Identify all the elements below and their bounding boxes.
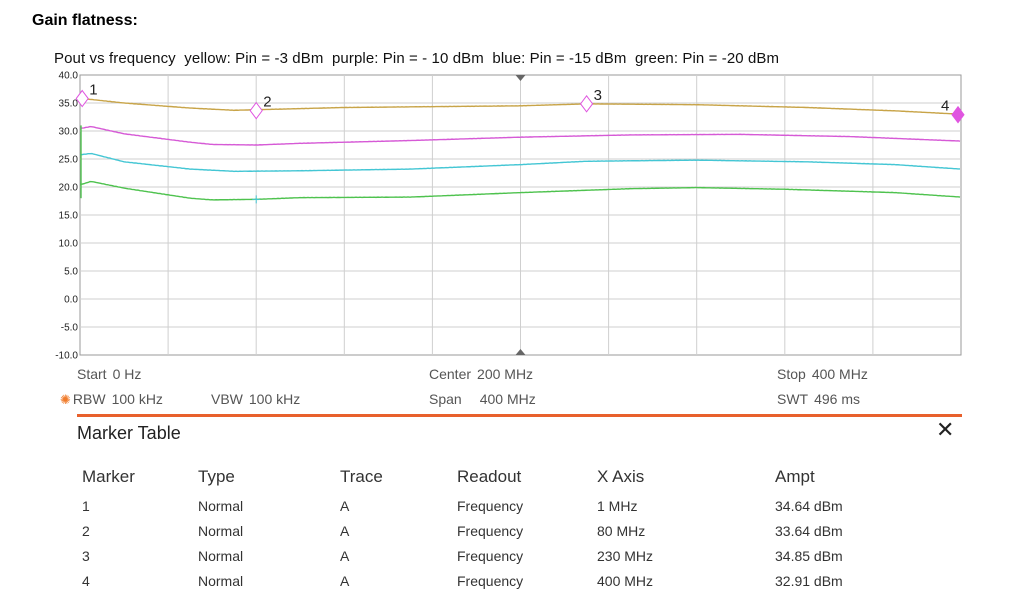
header-readout: Readout: [457, 467, 522, 486]
cell-x-axis: 80 MHz: [597, 523, 646, 539]
marker-diamond-icon: [249, 101, 263, 120]
cell-trace: A: [340, 573, 350, 589]
marker-diamond-icon: [951, 105, 965, 124]
center-frequency: Center 200 MHz: [429, 366, 534, 382]
cell-type: Normal: [198, 523, 244, 539]
y-tick-label: 10.0: [59, 239, 79, 250]
cell-readout: Frequency: [457, 548, 524, 564]
cell-type: Normal: [198, 573, 244, 589]
series-line: [79, 97, 961, 115]
marker-table-title: Marker Table: [77, 423, 181, 443]
y-tick-label: -5.0: [61, 323, 79, 334]
series-line: [79, 125, 961, 146]
cell-marker: 2: [82, 523, 90, 539]
y-tick-label: 25.0: [59, 155, 79, 166]
cell-trace: A: [340, 548, 350, 564]
rbw-setting: ✺ RBW 100 kHz: [60, 391, 163, 407]
close-icon[interactable]: ✕: [936, 417, 955, 442]
cell-readout: Frequency: [457, 573, 524, 589]
vbw-setting: VBW 100 kHz: [211, 391, 301, 407]
cell-trace: A: [340, 498, 350, 514]
cell-ampt: 34.85 dBm: [775, 548, 843, 564]
cell-readout: Frequency: [457, 498, 524, 514]
marker-diamond-icon: [579, 95, 594, 113]
cell-type: Normal: [198, 548, 244, 564]
y-tick-label: 15.0: [59, 211, 79, 222]
y-tick-label: 20.0: [59, 183, 79, 194]
cell-ampt: 32.91 dBm: [775, 573, 843, 589]
cell-type: Normal: [198, 498, 244, 514]
table-row[interactable]: 3 Normal A Frequency 230 MHz 34.85 dBm: [0, 548, 1019, 570]
page-heading: Gain flatness:: [32, 12, 138, 29]
cell-x-axis: 400 MHz: [597, 573, 654, 589]
stop-frequency: Stop 400 MHz: [777, 366, 868, 382]
y-tick-label: 40.0: [59, 71, 79, 82]
center-top-triangle-icon: [515, 75, 526, 81]
y-tick-label: 30.0: [59, 127, 79, 138]
marker-table-header: Marker Type Trace Readout X Axis Ampt: [0, 467, 1019, 489]
header-x-axis: X Axis: [597, 467, 645, 486]
cell-trace: A: [340, 523, 350, 539]
y-tick-label: 5.0: [64, 267, 78, 278]
sweep-time-setting: SWT 496 ms: [777, 391, 861, 407]
cell-ampt: 33.64 dBm: [775, 523, 843, 539]
y-tick-label: 0.0: [64, 295, 78, 306]
marker-label: 3: [594, 87, 602, 104]
header-marker: Marker: [82, 467, 135, 486]
cell-marker: 1: [82, 498, 90, 514]
cell-ampt: 34.64 dBm: [775, 498, 843, 514]
cell-readout: Frequency: [457, 523, 524, 539]
y-tick-label: 35.0: [59, 99, 79, 110]
marker-diamond-icon: [75, 89, 89, 108]
cell-x-axis: 1 MHz: [597, 498, 638, 514]
header-trace: Trace: [340, 467, 383, 486]
series-line: [79, 152, 961, 173]
marker-label: 2: [263, 94, 271, 111]
rbw-indicator-icon: ✺: [60, 392, 71, 407]
table-row[interactable]: 1 Normal A Frequency 1 MHz 34.64 dBm: [0, 498, 1019, 520]
spectrum-chart: 40.0 35.0 30.0 25.0 20.0 15.0 10.0 5.0 0.0 -5.0 -1…: [55, 71, 965, 362]
header-type: Type: [198, 467, 235, 486]
cell-marker: 4: [82, 573, 90, 589]
cross-icon: [252, 195, 261, 204]
cell-x-axis: 230 MHz: [597, 548, 654, 564]
header-ampt: Ampt: [775, 467, 815, 486]
marker-label: 1: [89, 82, 97, 99]
table-row[interactable]: 2 Normal A Frequency 80 MHz 33.64 dBm: [0, 523, 1019, 545]
y-tick-label: -10.0: [55, 351, 78, 362]
chart-title: Pout vs frequency yellow: Pin = -3 dBm p…: [54, 50, 780, 67]
cell-marker: 3: [82, 548, 90, 564]
span-setting: Span 400 MHz: [429, 391, 536, 407]
marker-table-divider: [77, 414, 962, 417]
table-row[interactable]: 4 Normal A Frequency 400 MHz 32.91 dBm: [0, 573, 1019, 595]
start-frequency: Start 0 Hz: [77, 366, 142, 382]
center-bottom-triangle-icon: [515, 349, 526, 355]
marker-label: 4: [941, 98, 949, 115]
series-line: [79, 180, 961, 201]
